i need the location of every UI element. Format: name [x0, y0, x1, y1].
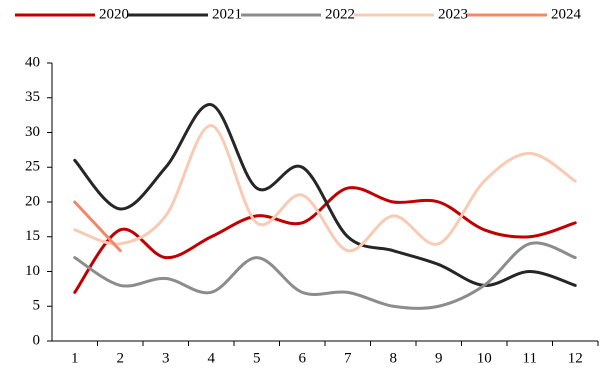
legend-label: 2022	[325, 6, 355, 22]
x-tick-label: 8	[390, 350, 398, 366]
x-tick-label: 5	[253, 350, 261, 366]
y-tick-label: 15	[25, 228, 40, 244]
legend-label: 2020	[99, 6, 129, 22]
series-line	[73, 241, 577, 310]
series-line	[73, 124, 577, 253]
y-tick-label: 30	[25, 124, 40, 140]
x-tick-label: 1	[71, 350, 79, 366]
y-tick-label: 25	[25, 159, 40, 175]
x-tick-label: 4	[208, 350, 216, 366]
y-tick-label: 5	[33, 298, 41, 314]
series-line	[73, 186, 577, 294]
y-tick-label: 0	[33, 332, 41, 348]
x-tick-label: 9	[435, 350, 443, 366]
y-tick-label: 35	[25, 89, 40, 105]
series-line	[73, 103, 577, 287]
y-tick-label: 20	[25, 193, 40, 209]
x-tick-label: 10	[477, 350, 492, 366]
x-tick-label: 12	[568, 350, 583, 366]
x-tick-label: 6	[299, 350, 307, 366]
x-tick-label: 11	[523, 350, 537, 366]
x-tick-label: 7	[344, 350, 352, 366]
y-tick-label: 40	[25, 54, 40, 70]
legend-label: 2024	[551, 6, 582, 22]
legend-label: 2021	[212, 6, 242, 22]
x-tick-label: 3	[162, 350, 170, 366]
x-tick-label: 2	[117, 350, 125, 366]
legend-label: 2023	[438, 6, 468, 22]
series-line	[73, 200, 122, 253]
y-tick-label: 10	[25, 263, 40, 279]
